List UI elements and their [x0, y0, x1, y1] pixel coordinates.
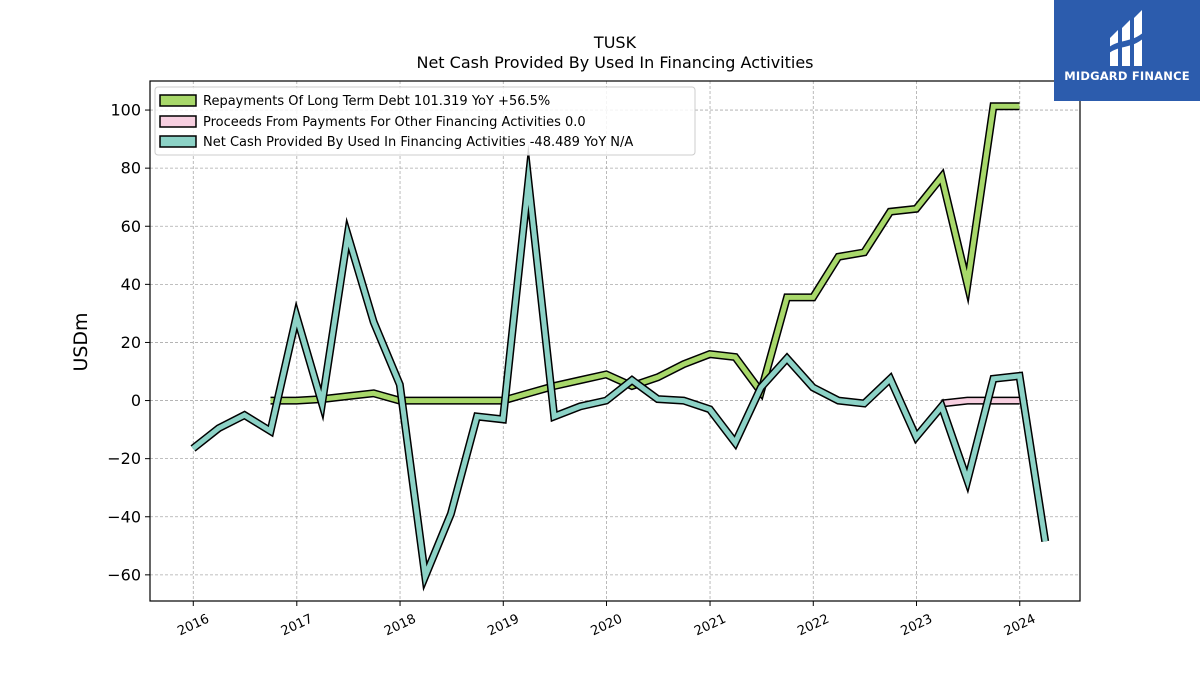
x-tick-label: 2016 — [175, 612, 211, 640]
brand-name: MIDGARD FINANCE — [1064, 69, 1190, 83]
grid — [150, 81, 1080, 601]
x-tick-label: 2020 — [589, 612, 625, 640]
y-tick-label: −60 — [107, 565, 141, 584]
x-tick-label: 2019 — [485, 612, 521, 640]
y-axis: −60 −40 −20 0 20 40 60 80 100 — [107, 101, 150, 584]
x-tick-label: 2023 — [899, 612, 935, 640]
x-tick-label: 2018 — [382, 612, 418, 640]
legend-label-repayments: Repayments Of Long Term Debt 101.319 YoY… — [203, 94, 550, 109]
x-tick-label: 2017 — [279, 612, 315, 640]
legend-swatch-proceeds — [159, 115, 197, 128]
plot-frame — [149, 80, 1081, 602]
legend-swatch-repayments — [159, 94, 197, 107]
x-tick-label: 2021 — [692, 612, 728, 640]
legend-label-proceeds: Proceeds From Payments For Other Financi… — [203, 115, 586, 130]
legend-label-net-cash: Net Cash Provided By Used In Financing A… — [203, 135, 633, 150]
series-line-2 — [191, 157, 1048, 586]
y-tick-label: 20 — [121, 333, 141, 352]
legend: Repayments Of Long Term Debt 101.319 YoY… — [154, 86, 696, 156]
x-tick-label: 2022 — [795, 612, 831, 640]
y-tick-label: 60 — [121, 217, 141, 236]
y-tick-label: 40 — [121, 275, 141, 294]
legend-swatch-net-cash — [159, 135, 197, 148]
x-axis: 2016 2017 2018 2019 2020 2021 2022 2023 2024 — [175, 601, 1038, 639]
y-tick-label: −40 — [107, 507, 141, 526]
series-line-0 — [270, 103, 1020, 404]
chart-title: TUSK — [593, 33, 637, 52]
x-tick-label: 2024 — [1002, 612, 1038, 640]
legend-box — [154, 86, 696, 156]
y-axis-label: USDm — [70, 312, 92, 371]
y-tick-label: 100 — [110, 101, 141, 120]
logo-mark-icon — [1108, 10, 1146, 66]
series-lines — [190, 102, 1050, 592]
series-line-1 — [941, 398, 1020, 406]
brand-logo: MIDGARD FINANCE — [1054, 0, 1200, 101]
y-tick-label: 80 — [121, 159, 141, 178]
y-tick-label: 0 — [131, 391, 141, 410]
chart-subtitle: Net Cash Provided By Used In Financing A… — [416, 53, 813, 72]
y-tick-label: −20 — [107, 449, 141, 468]
